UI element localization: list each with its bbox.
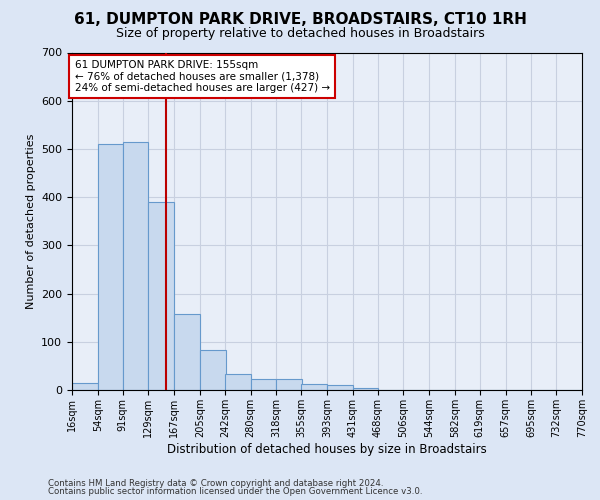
Bar — [251, 380, 276, 390]
Text: Contains public sector information licensed under the Open Government Licence v3: Contains public sector information licen… — [48, 487, 422, 496]
Bar — [301, 384, 327, 390]
Text: Size of property relative to detached houses in Broadstairs: Size of property relative to detached ho… — [116, 28, 484, 40]
Bar — [276, 380, 302, 390]
Bar — [98, 144, 124, 390]
Bar — [200, 350, 226, 390]
Bar — [327, 385, 353, 390]
Bar — [148, 202, 174, 390]
Y-axis label: Number of detached properties: Number of detached properties — [26, 134, 35, 309]
Bar — [72, 383, 98, 390]
Text: Contains HM Land Registry data © Crown copyright and database right 2024.: Contains HM Land Registry data © Crown c… — [48, 478, 383, 488]
X-axis label: Distribution of detached houses by size in Broadstairs: Distribution of detached houses by size … — [167, 442, 487, 456]
Bar — [174, 314, 200, 390]
Bar — [225, 374, 251, 390]
Text: 61, DUMPTON PARK DRIVE, BROADSTAIRS, CT10 1RH: 61, DUMPTON PARK DRIVE, BROADSTAIRS, CT1… — [74, 12, 526, 28]
Bar — [123, 142, 148, 390]
Bar — [353, 388, 379, 390]
Text: 61 DUMPTON PARK DRIVE: 155sqm
← 76% of detached houses are smaller (1,378)
24% o: 61 DUMPTON PARK DRIVE: 155sqm ← 76% of d… — [75, 60, 330, 93]
